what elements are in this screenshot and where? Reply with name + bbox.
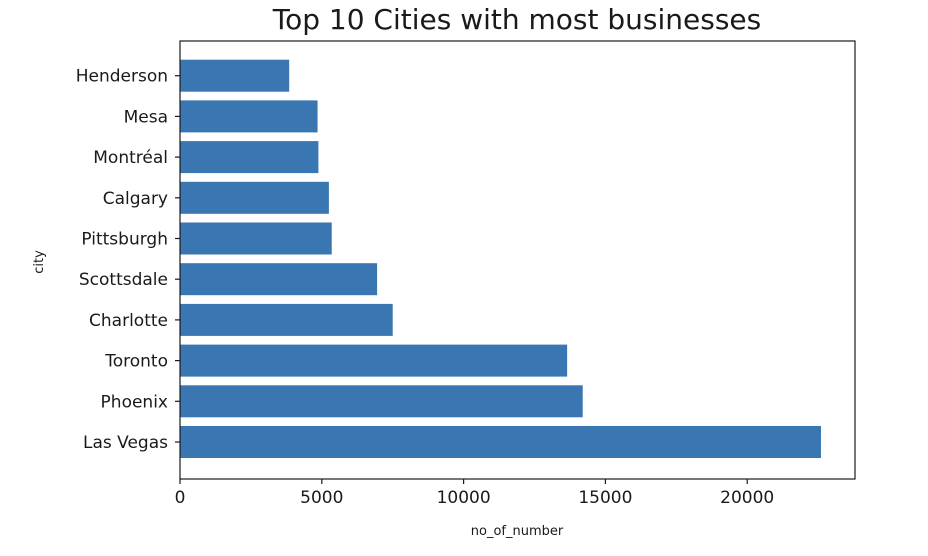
bar-scottsdale xyxy=(180,263,378,296)
x-tick-label: 5000 xyxy=(300,488,343,508)
bar-pittsburgh xyxy=(180,222,332,255)
x-tick-label: 0 xyxy=(175,488,186,508)
y-tick-label-pittsburgh: Pittsburgh xyxy=(81,230,168,250)
plot-frame xyxy=(179,40,856,480)
y-tick-label-mesa: Mesa xyxy=(124,107,168,127)
x-tick-label: 15000 xyxy=(578,488,632,508)
bar-phoenix xyxy=(180,385,583,418)
bar-charlotte xyxy=(180,303,393,336)
bars-group xyxy=(180,59,821,458)
y-tick-label-scottsdale: Scottsdale xyxy=(79,270,168,290)
y-axis-ticks: Las Vegas Phoenix Toronto Charlotte Scottsda… xyxy=(76,67,180,453)
bar-henderson xyxy=(180,59,290,92)
y-tick-label-las-vegas: Las Vegas xyxy=(83,433,168,453)
y-tick-label-calgary: Calgary xyxy=(103,189,168,209)
y-tick-label-montreal: Montréal xyxy=(93,148,168,168)
chart-title: Top 10 Cities with most businesses xyxy=(272,3,762,36)
x-axis-label: no_of_number xyxy=(471,524,564,539)
bar-toronto xyxy=(180,344,568,377)
x-axis-ticks: 0 5000 10000 15000 20000 xyxy=(175,479,774,508)
x-tick-label: 20000 xyxy=(720,488,774,508)
y-tick-label-charlotte: Charlotte xyxy=(89,311,168,331)
x-tick-label: 10000 xyxy=(437,488,491,508)
bar-montreal xyxy=(180,141,319,174)
bar-las-vegas xyxy=(180,426,821,458)
y-axis-label: city xyxy=(32,250,47,274)
y-tick-label-toronto: Toronto xyxy=(104,352,168,372)
bar-calgary xyxy=(180,181,329,214)
y-tick-label-henderson: Henderson xyxy=(76,67,168,87)
bar-mesa xyxy=(180,100,318,133)
y-tick-label-phoenix: Phoenix xyxy=(101,392,168,412)
